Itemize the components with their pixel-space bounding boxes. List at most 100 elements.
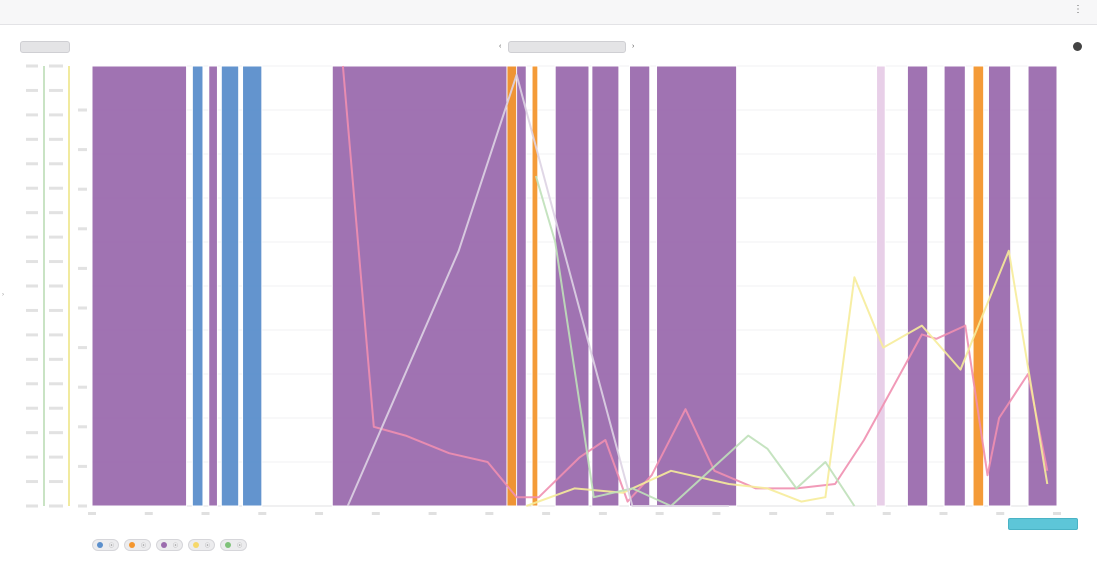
y-tick-label (26, 406, 38, 410)
y-tick-label (26, 113, 38, 117)
chart-line-3 (346, 73, 729, 507)
chart-band-5 (331, 65, 527, 507)
x-tick-label (769, 512, 778, 515)
chart-band-14 (943, 65, 966, 507)
y-tick-label (26, 480, 38, 484)
close-icon[interactable]: ⓧ (173, 542, 179, 549)
chart-band-2 (208, 65, 218, 507)
y-tick-label (49, 382, 63, 386)
legend-item-series-5[interactable]: ⓧ (220, 539, 248, 551)
y-tick-label (26, 162, 38, 166)
chart-band-7 (531, 65, 539, 507)
y-tick-label (78, 504, 87, 508)
close-icon[interactable]: ⓧ (141, 542, 147, 549)
chart-band-6 (506, 65, 518, 507)
time-range-selector[interactable] (508, 41, 626, 53)
y-tick-label (26, 235, 38, 239)
y-tick-label (49, 64, 63, 68)
y-tick-label (78, 108, 87, 112)
chevron-left-icon[interactable]: ‹ (499, 43, 502, 50)
chart-band-15 (972, 65, 985, 507)
settings-icon[interactable] (1073, 42, 1082, 51)
y-tick-label (49, 357, 63, 361)
back-button[interactable] (20, 41, 70, 53)
x-tick-label (315, 512, 324, 515)
chart-bands (91, 65, 1058, 507)
chart-band-10 (629, 65, 651, 507)
y-tick-label (49, 186, 63, 190)
x-tick-label (88, 512, 96, 515)
y-tick-label (78, 425, 87, 429)
y-tick-label (78, 187, 87, 191)
y-tick-label (49, 88, 63, 92)
x-tick-label (1053, 512, 1061, 515)
more-vertical-icon[interactable]: ⋮ (1073, 4, 1083, 15)
y-tick-label (49, 137, 63, 141)
y-tick-label (26, 284, 38, 288)
y-tick-label (26, 455, 38, 459)
x-tick-label (825, 512, 834, 515)
chart-band-17 (1027, 65, 1058, 507)
y-tick-label (26, 88, 38, 92)
chart-band-8 (554, 65, 590, 507)
y-tick-label (26, 64, 38, 68)
chart-band-13 (906, 65, 929, 507)
y-tick-label (49, 284, 63, 288)
x-tick-label (712, 512, 721, 515)
y-tick-label (49, 235, 63, 239)
legend-item-series-3[interactable]: ⓧ (156, 539, 184, 551)
legend-item-series-4[interactable]: ⓧ (188, 539, 216, 551)
y-tick-label (49, 260, 63, 264)
legend-item-series-1[interactable]: ⓧ (92, 539, 120, 551)
y-tick-label (26, 260, 38, 264)
export-button[interactable] (1008, 518, 1078, 530)
y-tick-label (26, 211, 38, 215)
x-tick-label (258, 512, 267, 515)
y-tick-label (78, 346, 87, 350)
x-axis (88, 512, 1061, 515)
close-icon[interactable]: ⓧ (205, 542, 211, 549)
chart-band-16 (987, 65, 1012, 507)
y-tick-label (49, 455, 63, 459)
chevron-right-icon[interactable]: › (632, 43, 635, 50)
chart-band-1 (191, 65, 204, 507)
app-header: ⋮ (0, 0, 1097, 25)
x-tick-label (542, 512, 551, 515)
y-tick-label (49, 480, 63, 484)
y-tick-label (49, 113, 63, 117)
x-tick-label (371, 512, 380, 515)
legend-swatch (97, 542, 103, 548)
y-tick-label (26, 357, 38, 361)
y-tick-label (78, 464, 87, 468)
x-tick-label (996, 512, 1005, 515)
chart-band-4 (242, 65, 263, 507)
x-tick-label (201, 512, 210, 515)
x-tick-label (882, 512, 891, 515)
chart-line-2 (534, 175, 856, 507)
y-tick-label (26, 308, 38, 312)
chart-band-12 (876, 65, 886, 507)
y-axes (26, 64, 87, 508)
y-tick-label (78, 306, 87, 310)
y-tick-label (49, 211, 63, 215)
y-tick-label (26, 504, 38, 508)
y-tick-label (26, 137, 38, 141)
y-tick-label (49, 333, 63, 337)
close-icon[interactable]: ⓧ (109, 542, 115, 549)
x-tick-label (598, 512, 607, 515)
legend-item-series-2[interactable]: ⓧ (124, 539, 152, 551)
y-tick-label (49, 504, 63, 508)
legend-swatch (193, 542, 200, 548)
y-tick-label (78, 266, 87, 270)
x-tick-label (485, 512, 494, 515)
close-icon[interactable]: ⓧ (237, 542, 243, 549)
legend-swatch (225, 542, 232, 548)
y-tick-label (49, 162, 63, 166)
x-tick-label (144, 512, 153, 515)
panel-edge-handle[interactable]: › (2, 292, 4, 298)
y-tick-label (26, 382, 38, 386)
chart-band-3 (220, 65, 240, 507)
chart-band-9 (591, 65, 620, 507)
y-tick-label (78, 148, 87, 152)
y-tick-label (26, 186, 38, 190)
